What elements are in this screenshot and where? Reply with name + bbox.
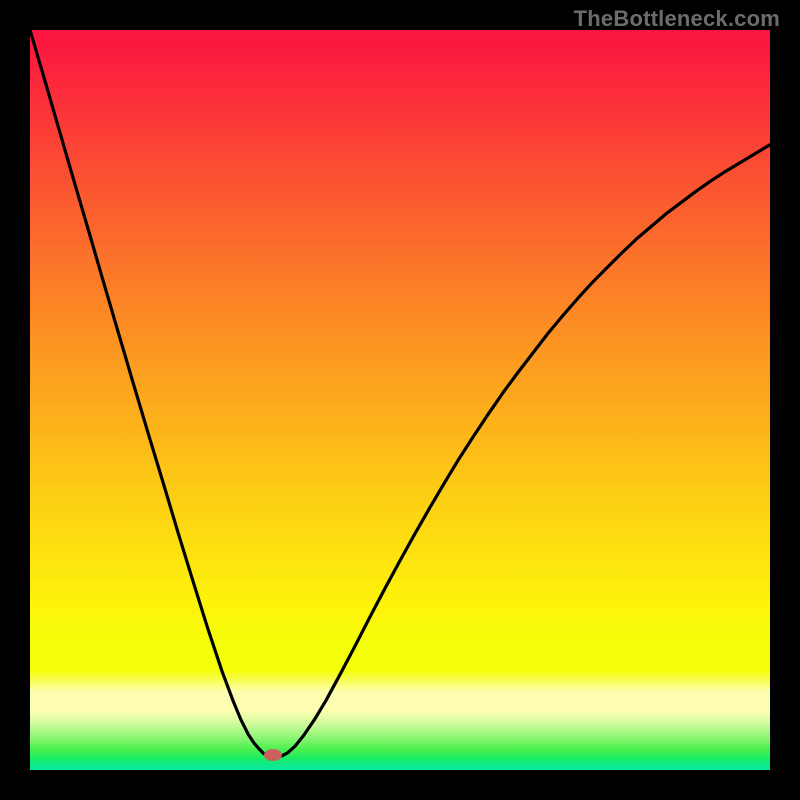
watermark-text: TheBottleneck.com xyxy=(574,6,780,32)
plot-area xyxy=(30,30,770,770)
bottleneck-curve xyxy=(30,30,770,770)
chart-frame: TheBottleneck.com xyxy=(0,0,800,800)
